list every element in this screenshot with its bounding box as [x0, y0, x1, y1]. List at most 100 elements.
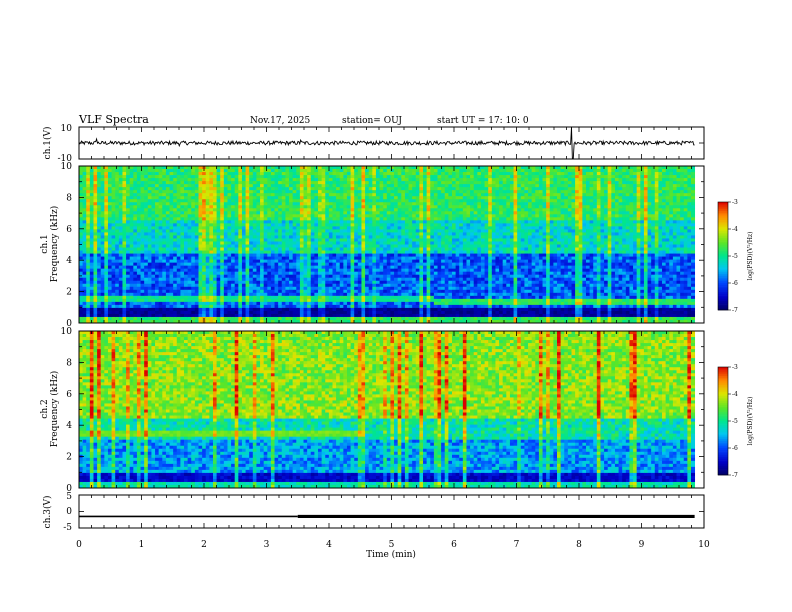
spectrogram-cell — [202, 208, 207, 212]
spectrogram-cell — [227, 289, 232, 294]
spectrogram-cell — [151, 256, 156, 260]
spectrogram-cell — [202, 277, 207, 282]
spectrogram-cell — [397, 238, 402, 242]
spectrogram-cell — [165, 280, 170, 285]
spectrogram-cell — [412, 268, 417, 273]
spectrogram-cell — [365, 313, 370, 318]
spectrogram-cell — [184, 169, 189, 173]
spectrogram-cell — [307, 208, 312, 212]
spectrogram-cell — [241, 202, 246, 206]
spectrogram-cell — [234, 202, 239, 206]
spectrogram-cell — [285, 172, 290, 176]
spectrogram-cell — [238, 274, 243, 279]
spectrogram-cell — [202, 178, 207, 182]
spectrogram-cell — [223, 295, 228, 300]
spectrogram-cell — [158, 202, 163, 206]
spectrogram-cell — [169, 217, 174, 221]
spectrogram-cell — [184, 220, 189, 224]
spectrogram-cell — [79, 304, 84, 309]
spectrogram-cell — [104, 295, 109, 300]
spectrogram-cell — [241, 214, 246, 218]
spectrogram-cell — [415, 250, 420, 254]
spectrogram-cell — [187, 169, 192, 173]
spectrogram-cell — [394, 178, 399, 182]
spectrogram-cell — [151, 232, 156, 236]
spectrogram-cell — [107, 175, 112, 179]
spectrogram-cell — [383, 271, 388, 276]
spectrogram-cell — [184, 217, 189, 221]
spectrogram-cell — [404, 247, 409, 251]
spectrogram-cell — [318, 247, 323, 251]
spectrogram-cell — [184, 238, 189, 242]
spectrogram-cell — [129, 208, 134, 212]
spectrogram-cell — [350, 187, 355, 191]
spectrogram-cell — [100, 235, 105, 239]
spectrogram-cell — [194, 319, 199, 324]
spectrogram-cell — [155, 184, 160, 188]
spectrogram-cell — [386, 238, 391, 242]
spectrogram-cell — [386, 274, 391, 279]
spectrogram-cell — [223, 292, 228, 297]
spectrogram-cell — [412, 304, 417, 309]
spectrogram-cell — [379, 178, 384, 182]
spectrogram-cell — [394, 181, 399, 185]
spectrogram-cell — [180, 256, 185, 260]
spectrogram-cell — [318, 298, 323, 303]
spectrogram-cell — [198, 211, 203, 215]
spectrogram-cell — [365, 202, 370, 206]
spectrogram-cell — [289, 265, 294, 270]
spectrogram-cell — [332, 241, 337, 245]
spectrogram-cell — [194, 283, 199, 288]
spectrogram-cell — [180, 199, 185, 203]
spectrogram-cell — [205, 205, 210, 209]
spectrogram-cell — [274, 292, 279, 297]
spectrogram-cell — [256, 229, 261, 233]
spectrogram-cell — [256, 193, 261, 197]
spectrogram-cell — [263, 232, 268, 236]
spectrogram-cell — [184, 292, 189, 297]
spectrogram-cell — [339, 262, 344, 267]
spectrogram-cell — [151, 220, 156, 224]
spectrogram-cell — [270, 253, 275, 257]
spectrogram-cell — [285, 169, 290, 173]
spectrogram-cell — [227, 247, 232, 251]
spectrogram-cell — [325, 181, 330, 185]
spectrogram-cell — [118, 286, 123, 291]
spectrogram-cell — [339, 286, 344, 291]
spectrogram-cell — [397, 199, 402, 203]
spectrogram-cell — [140, 229, 145, 233]
spectrogram-cell — [299, 205, 304, 209]
spectrogram-cell — [198, 316, 203, 321]
spectrogram-cell — [111, 250, 116, 254]
spectrogram-cell — [205, 226, 210, 230]
spectrogram-cell — [404, 232, 409, 236]
spectrogram-cell — [397, 178, 402, 182]
spectrogram-cell — [354, 307, 359, 312]
spectrogram-cell — [361, 259, 366, 264]
spectrogram-cell — [260, 184, 265, 188]
spectrogram-cell — [321, 175, 326, 179]
spectrogram-cell — [281, 280, 286, 285]
spectrogram-cell — [82, 283, 87, 288]
spectrogram-cell — [180, 274, 185, 279]
spectrogram-cell — [118, 265, 123, 270]
spectrogram-cell — [412, 202, 417, 206]
spectrogram-cell — [365, 169, 370, 173]
spectrogram-cell — [231, 256, 236, 260]
spectrogram-cell — [144, 301, 149, 306]
spectrogram-cell — [191, 241, 196, 245]
spectrogram-cell — [368, 223, 373, 227]
spectrogram-cell — [162, 244, 167, 248]
spectrogram-cell — [238, 232, 243, 236]
spectrogram-cell — [122, 208, 127, 212]
spectrogram-cell — [415, 265, 420, 270]
spectrogram-cell — [202, 307, 207, 312]
spectrogram-cell — [176, 226, 181, 230]
spectrogram-cell — [111, 274, 116, 279]
spectrogram-cell — [133, 289, 138, 294]
spectrogram-cell — [165, 277, 170, 282]
spectrogram-cell — [241, 172, 246, 176]
spectrogram-cell — [285, 286, 290, 291]
spectrogram-cell — [100, 277, 105, 282]
spectrogram-cell — [238, 268, 243, 273]
